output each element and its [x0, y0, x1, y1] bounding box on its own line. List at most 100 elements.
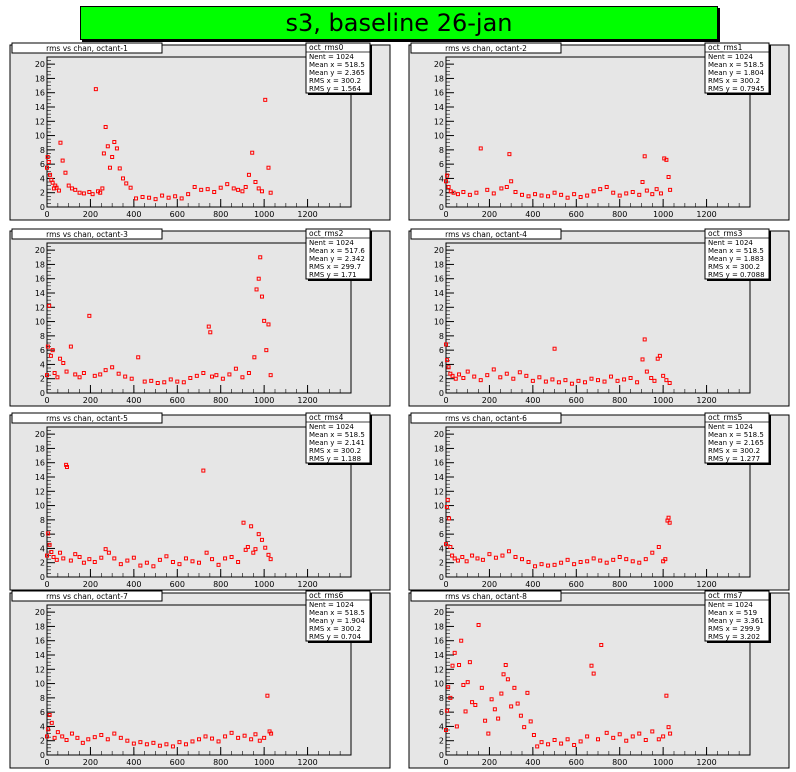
y-tick-label: 2 [439, 189, 444, 198]
y-tick-label: 0 [439, 389, 444, 398]
data-point [181, 380, 186, 385]
data-point [664, 693, 669, 698]
x-tick-label: 0 [443, 580, 448, 589]
data-point [582, 380, 587, 385]
data-point [245, 545, 250, 549]
data-point [48, 353, 53, 358]
data-point [444, 505, 449, 509]
data-point [140, 195, 145, 199]
data-point [183, 742, 188, 747]
data-point [496, 716, 501, 721]
data-point [499, 691, 504, 696]
stats-line: Nent = 1024 [309, 239, 354, 247]
plot-title-box [410, 590, 562, 602]
data-point [528, 719, 533, 724]
data-point [160, 193, 165, 198]
data-point [650, 192, 655, 197]
data-point [75, 735, 80, 740]
x-tick-label: 600 [170, 580, 185, 589]
data-point [56, 188, 61, 193]
data-point [125, 738, 130, 743]
data-point [162, 380, 167, 385]
data-point [572, 562, 577, 567]
plot-title-box [410, 42, 562, 54]
data-point [630, 190, 635, 194]
data-point [175, 379, 180, 384]
data-point [447, 516, 452, 521]
stats-line: RMS y = 1.71 [309, 271, 357, 279]
data-point [450, 373, 455, 378]
data-point [530, 378, 535, 383]
data-point [591, 671, 596, 676]
data-point [197, 737, 201, 742]
y-tick-label: 6 [439, 708, 444, 717]
stats-box-shadow [769, 231, 771, 281]
y-tick-label: 18 [434, 260, 444, 269]
plot-area [445, 242, 751, 394]
data-point [539, 740, 544, 745]
data-point [123, 374, 128, 379]
data-point [454, 724, 459, 729]
stats-line: RMS x = 299.7 [309, 263, 361, 271]
y-tick-label: 2 [439, 559, 444, 568]
plot-title: rms vs chan, octant-7 [46, 592, 128, 601]
stats-line: Nent = 1024 [708, 601, 753, 609]
data-point [624, 191, 629, 196]
data-point [572, 192, 577, 197]
stats-line: RMS y = 1.188 [309, 455, 361, 463]
data-point [509, 179, 514, 184]
y-tick-label: 0 [439, 751, 444, 760]
stats-line: Mean y = 2.141 [309, 439, 365, 447]
data-point [453, 376, 458, 381]
data-point [262, 318, 267, 323]
stats-line: Nent = 1024 [708, 423, 753, 431]
data-point [635, 380, 640, 385]
data-point [565, 737, 570, 742]
data-point [503, 663, 508, 667]
stats-name: oct_rms6 [309, 591, 344, 600]
data-point [533, 192, 538, 197]
x-tick-label: 0 [44, 396, 49, 405]
y-tick-label: 0 [40, 751, 45, 760]
data-point [509, 704, 514, 709]
stats-name: oct_rms7 [708, 591, 743, 600]
y-tick-label: 6 [439, 530, 444, 539]
data-point [652, 378, 657, 383]
data-point [268, 557, 273, 562]
data-point [99, 555, 104, 560]
data-point [77, 555, 82, 559]
x-tick-label: 800 [612, 210, 627, 219]
data-point [642, 337, 647, 342]
y-tick-label: 14 [434, 289, 444, 298]
data-point [103, 125, 108, 129]
x-tick-label: 600 [170, 210, 185, 219]
data-point [585, 734, 590, 739]
data-point [459, 638, 464, 643]
data-point [201, 468, 206, 473]
y-tick-label: 10 [434, 132, 444, 141]
data-point [92, 373, 97, 378]
y-tick-label: 16 [35, 275, 45, 284]
data-point [236, 187, 241, 192]
stats-line: RMS x = 300.2 [309, 77, 361, 85]
data-point [63, 170, 68, 175]
stats-box-shadow [370, 415, 372, 465]
data-point [667, 381, 672, 385]
y-tick-label: 2 [40, 559, 45, 568]
y-tick-label: 14 [35, 103, 45, 112]
data-point [210, 374, 215, 379]
data-point [107, 165, 112, 170]
x-tick-label: 200 [482, 758, 497, 767]
y-tick-label: 16 [434, 459, 444, 468]
data-point [461, 683, 466, 687]
data-point [500, 553, 505, 558]
data-point [658, 191, 663, 196]
data-point [87, 557, 92, 562]
y-tick-label: 0 [439, 573, 444, 582]
x-tick-label: 400 [126, 210, 141, 219]
y-tick-label: 8 [40, 332, 45, 341]
data-point [643, 738, 648, 742]
data-point [518, 713, 523, 718]
stats-line: Mean y = 2.342 [309, 255, 365, 263]
plot-title-box [11, 42, 163, 54]
